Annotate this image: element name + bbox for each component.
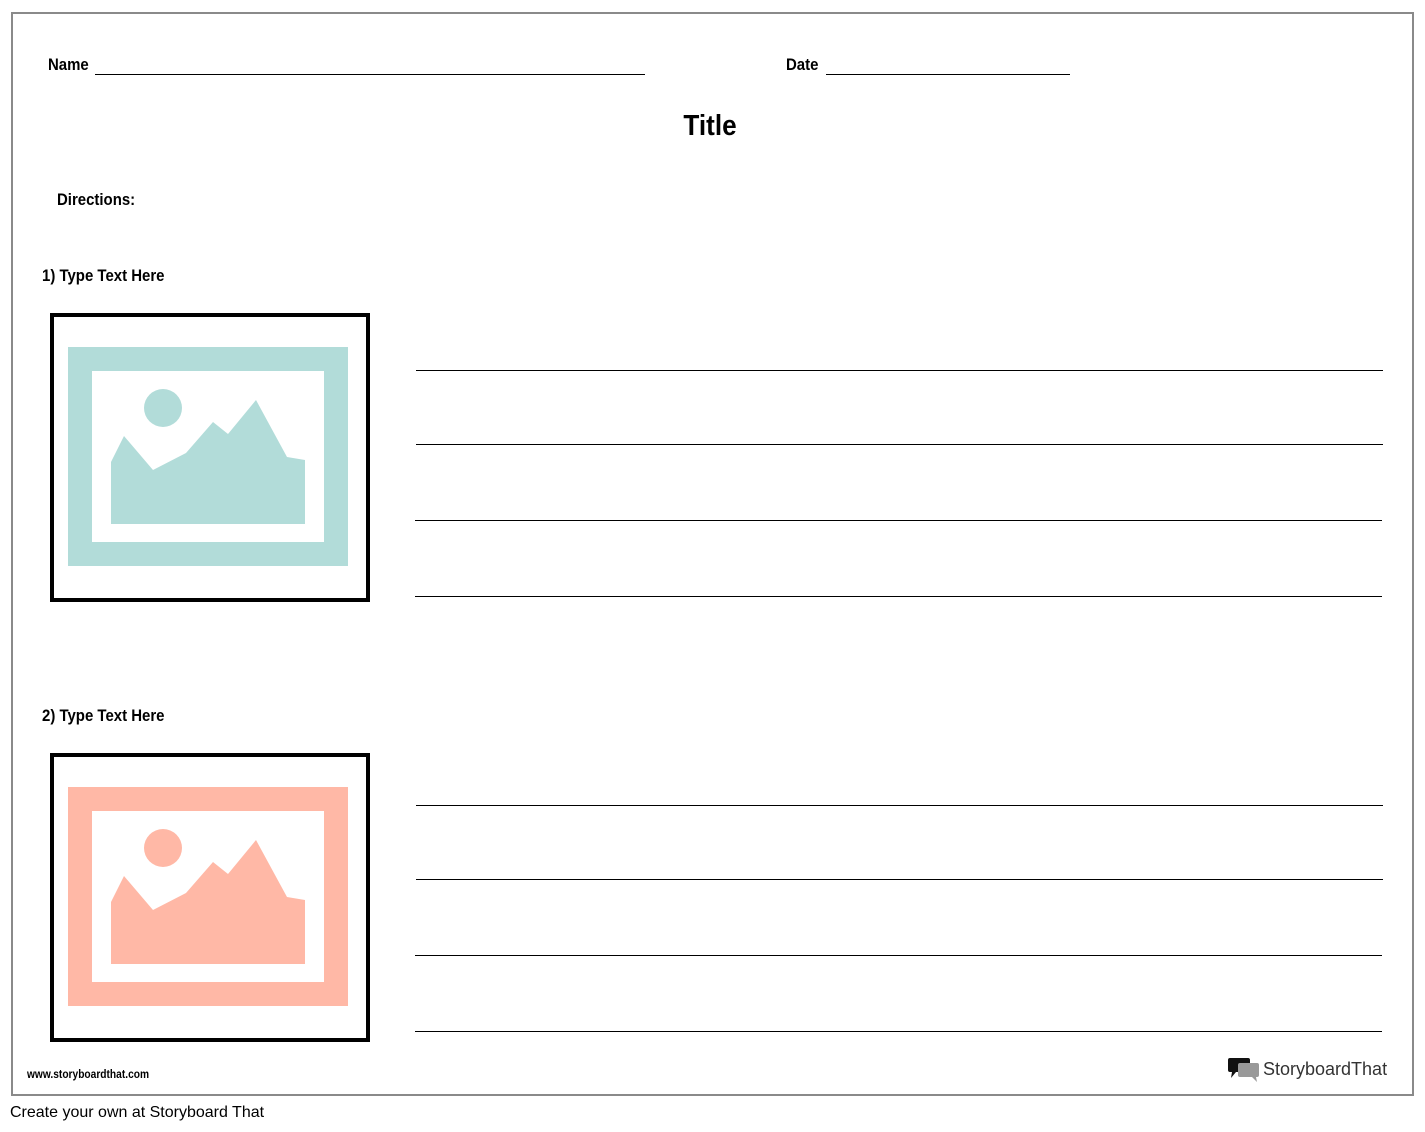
date-label: Date	[786, 55, 819, 74]
storyboardthat-logo: StoryboardThat	[1228, 1056, 1387, 1082]
directions-label: Directions:	[57, 190, 136, 209]
date-line[interactable]	[826, 74, 1070, 75]
answer-line[interactable]	[415, 520, 1382, 521]
name-line[interactable]	[95, 74, 645, 75]
section-2-label: 2) Type Text Here	[42, 706, 165, 725]
worksheet-page	[11, 12, 1414, 1096]
answer-line[interactable]	[415, 955, 1382, 956]
name-label: Name	[48, 55, 89, 74]
page-title: Title	[683, 110, 737, 142]
answer-line[interactable]	[416, 805, 1383, 806]
answer-line[interactable]	[416, 370, 1383, 371]
create-your-own-link[interactable]: Create your own at Storyboard That	[10, 1104, 265, 1121]
section-1-label: 1) Type Text Here	[42, 266, 165, 285]
answer-line[interactable]	[415, 1031, 1382, 1032]
answer-line[interactable]	[415, 596, 1382, 597]
logo-text: StoryboardThat	[1263, 1058, 1388, 1079]
image-placeholder-icon	[68, 347, 348, 566]
answer-line[interactable]	[416, 444, 1383, 445]
image-placeholder-1[interactable]	[50, 313, 370, 602]
image-placeholder-2[interactable]	[50, 753, 370, 1042]
speech-bubbles-icon	[1228, 1058, 1259, 1082]
image-placeholder-icon	[68, 787, 348, 1006]
answer-line[interactable]	[416, 879, 1383, 880]
footer-url: www.storyboardthat.com	[27, 1067, 150, 1081]
